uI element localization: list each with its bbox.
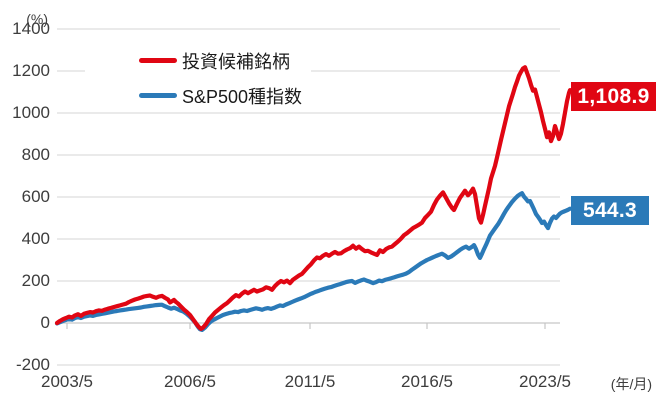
- legend-item-candidate-stocks: 投資候補銘柄: [139, 51, 311, 72]
- x-tick-label: 2003/5: [41, 372, 93, 391]
- x-tick-label: 2016/5: [401, 372, 453, 391]
- y-tick-label: 400: [21, 229, 50, 248]
- x-axis-unit-label: (年/月): [610, 376, 652, 392]
- y-axis-unit-label: (%): [26, 11, 48, 27]
- red-line-swatch-icon: [139, 58, 177, 63]
- x-tick-label: 2011/5: [284, 372, 336, 391]
- y-tick-label: 0: [40, 313, 50, 332]
- y-tick-label: 200: [21, 271, 50, 290]
- legend-label: S&P500種指数: [182, 86, 303, 107]
- legend-item-sp500: S&P500種指数: [139, 86, 311, 107]
- legend: 投資候補銘柄 S&P500種指数: [85, 44, 311, 112]
- y-tick-label: 1000: [12, 103, 50, 122]
- y-tick-label: 1200: [12, 61, 50, 80]
- series-line-red: [54, 65, 573, 331]
- x-tick-label: 2023/5: [519, 372, 571, 391]
- blue-line-swatch-icon: [139, 93, 177, 98]
- y-tick-label: 1400: [12, 19, 50, 38]
- end-value-badge-red: 1,108.9: [571, 82, 656, 111]
- x-tick-label: 2006/5: [164, 372, 216, 391]
- y-tick-label: 600: [21, 187, 50, 206]
- end-value-badge-blue: 544.3: [571, 196, 649, 225]
- legend-label: 投資候補銘柄: [182, 51, 290, 72]
- y-tick-label: 800: [21, 145, 50, 164]
- y-tick-label: -200: [15, 355, 50, 374]
- series-line-blue: [54, 191, 573, 332]
